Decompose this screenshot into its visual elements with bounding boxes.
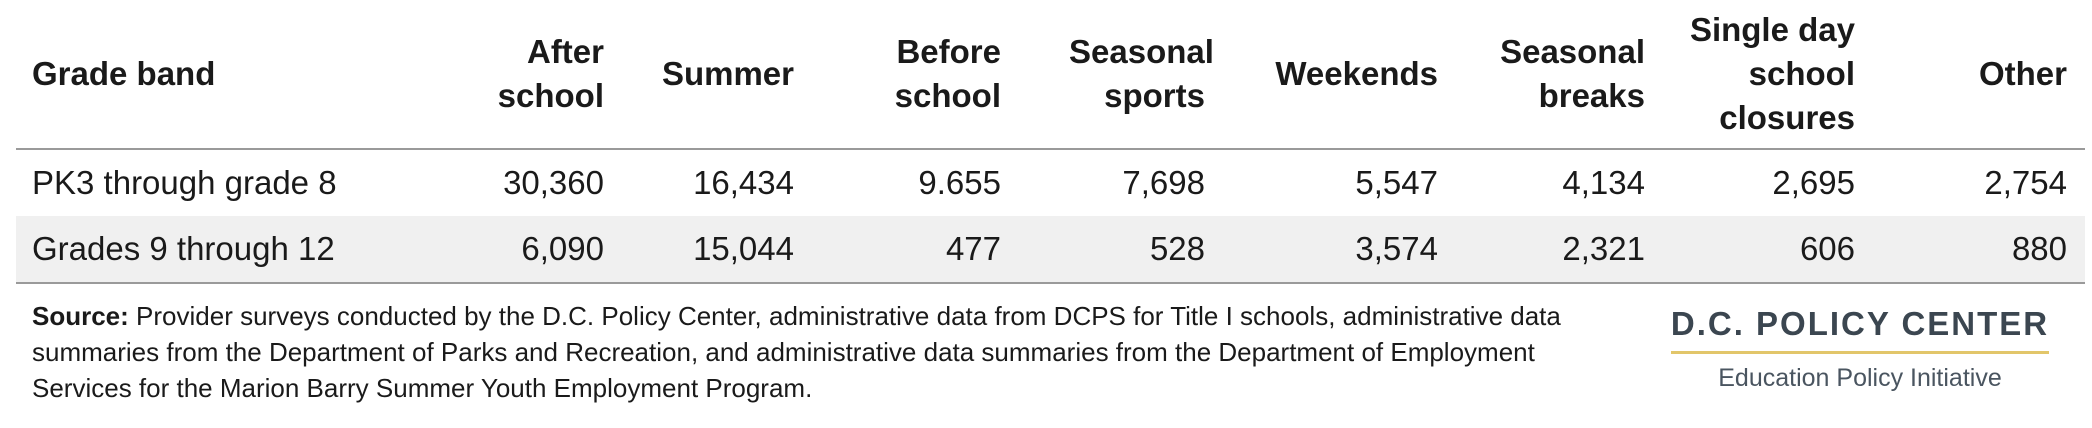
data-table: Grade band After school Summer Before sc… <box>16 0 2085 284</box>
table-cell: 16,434 <box>693 164 794 201</box>
table-row: Grades 9 through 12 6,090 15,044 477 528… <box>16 216 2085 284</box>
table-cell: 606 <box>1663 216 1873 284</box>
brand-name: D.C. POLICY CENTER <box>1670 305 2050 354</box>
column-header: Before school <box>812 0 1019 150</box>
column-header: Summer <box>622 0 812 150</box>
table-cell: 528 <box>1019 216 1223 284</box>
table-cell: PK3 through grade 8 <box>32 164 337 201</box>
source-note: Source: Provider surveys conducted by th… <box>32 298 1592 406</box>
table-cell: 9.655 <box>918 164 1001 201</box>
table-cell: Grades 9 through 12 <box>16 216 346 284</box>
brand-subtitle: Education Policy Initiative <box>1718 364 2002 392</box>
column-header: Single day school closures <box>1663 0 1873 150</box>
table-cell: 2,754 <box>1984 164 2067 201</box>
table-cell: 7,698 <box>1122 164 1205 201</box>
table-row: PK3 through grade 8 30,360 16,434 9.655 … <box>16 149 2085 216</box>
table-cell: 880 <box>1873 216 2085 284</box>
column-header: Weekends <box>1223 0 1456 150</box>
table-cell: 477 <box>812 216 1019 284</box>
column-header: Other <box>1873 0 2085 150</box>
table-cell: 3,574 <box>1223 216 1456 284</box>
column-header: Grade band <box>16 0 346 150</box>
table-cell: 2,695 <box>1772 164 1855 201</box>
table-cell: 30,360 <box>503 164 604 201</box>
table-cell: 6,090 <box>346 216 622 284</box>
column-header: Seasonal sports <box>1019 0 1223 150</box>
table-cell: 15,044 <box>622 216 812 284</box>
table-cell: 5,547 <box>1355 164 1438 201</box>
table-cell: 4,134 <box>1562 164 1645 201</box>
table-cell: 2,321 <box>1456 216 1663 284</box>
source-label: Source: <box>32 301 129 331</box>
source-text: Provider surveys conducted by the D.C. P… <box>32 301 1561 403</box>
column-header: After school <box>346 0 622 150</box>
column-header: Seasonal breaks <box>1456 0 1663 150</box>
header-row: Grade band After school Summer Before sc… <box>16 0 2085 150</box>
brand-logo: D.C. POLICY CENTER Education Policy Init… <box>1665 305 2055 393</box>
